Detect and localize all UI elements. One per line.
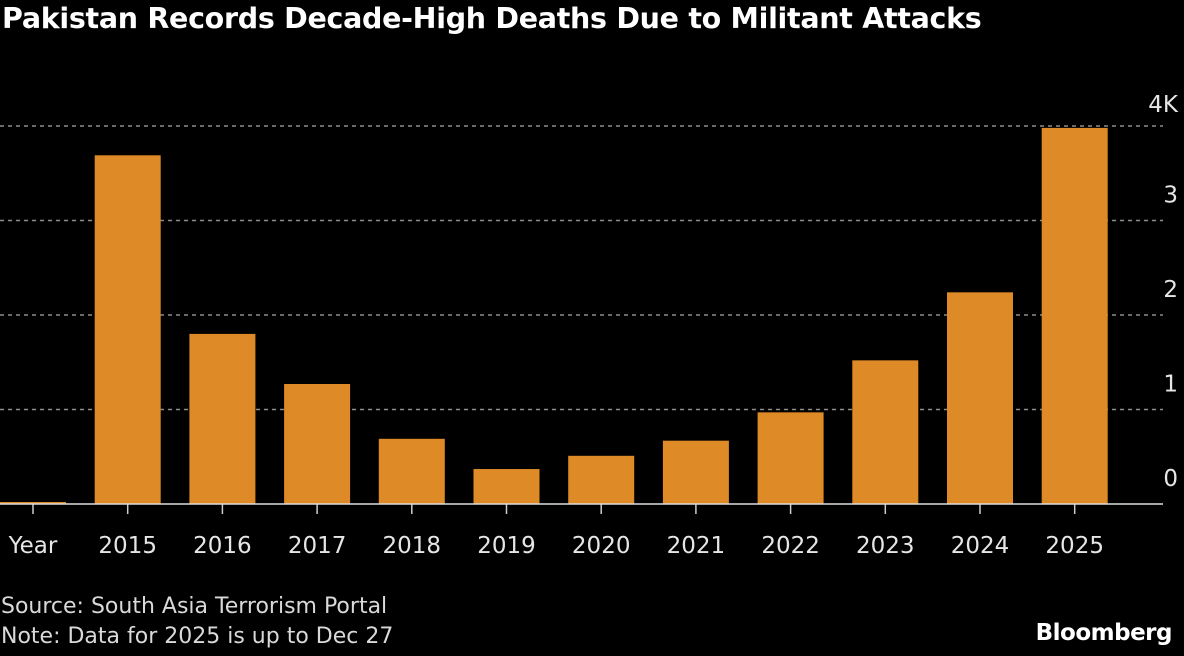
x-tick-label: 2022 xyxy=(761,533,820,559)
bar xyxy=(473,469,540,504)
x-tick-label: 2025 xyxy=(1045,533,1104,559)
x-tick-label: 2015 xyxy=(98,533,157,559)
x-tick-label: 2024 xyxy=(951,533,1010,559)
x-tick-label: 2021 xyxy=(667,533,726,559)
y-tick-label: 0 xyxy=(1163,466,1178,492)
bar xyxy=(662,440,729,504)
y-tick-label: 4K xyxy=(1148,92,1179,118)
bar xyxy=(757,412,824,504)
y-tick-label: 2 xyxy=(1163,277,1178,303)
bar xyxy=(947,292,1013,504)
bar xyxy=(0,502,66,504)
bloomberg-logo: Bloomberg xyxy=(1035,620,1173,646)
y-tick-label: 3 xyxy=(1163,183,1178,209)
x-tick-label: 2017 xyxy=(288,533,347,559)
x-tick-label: 2023 xyxy=(856,533,915,559)
x-tick-label: Year xyxy=(8,533,58,559)
bar xyxy=(189,333,256,504)
bar xyxy=(568,455,635,504)
y-tick-label: 1 xyxy=(1163,372,1178,398)
bar-chart: 0 1 2 3 4K Year 2015 2016 2017 2018 2019 2020 2021 20… xyxy=(0,92,1179,559)
data-note: Note: Data for 2025 is up to Dec 27 xyxy=(1,624,394,649)
chart-title: Pakistan Records Decade-High Deaths Due … xyxy=(2,2,982,35)
source-note: Source: South Asia Terrorism Portal xyxy=(1,594,388,619)
x-tick-label: 2018 xyxy=(383,533,442,559)
x-tick-label: 2016 xyxy=(193,533,252,559)
bar xyxy=(284,383,351,504)
x-tick-label: 2019 xyxy=(477,533,536,559)
x-tick-label: 2020 xyxy=(572,533,631,559)
bar xyxy=(378,438,445,504)
bar xyxy=(852,360,919,504)
bar xyxy=(1041,127,1108,504)
bar xyxy=(94,155,161,505)
